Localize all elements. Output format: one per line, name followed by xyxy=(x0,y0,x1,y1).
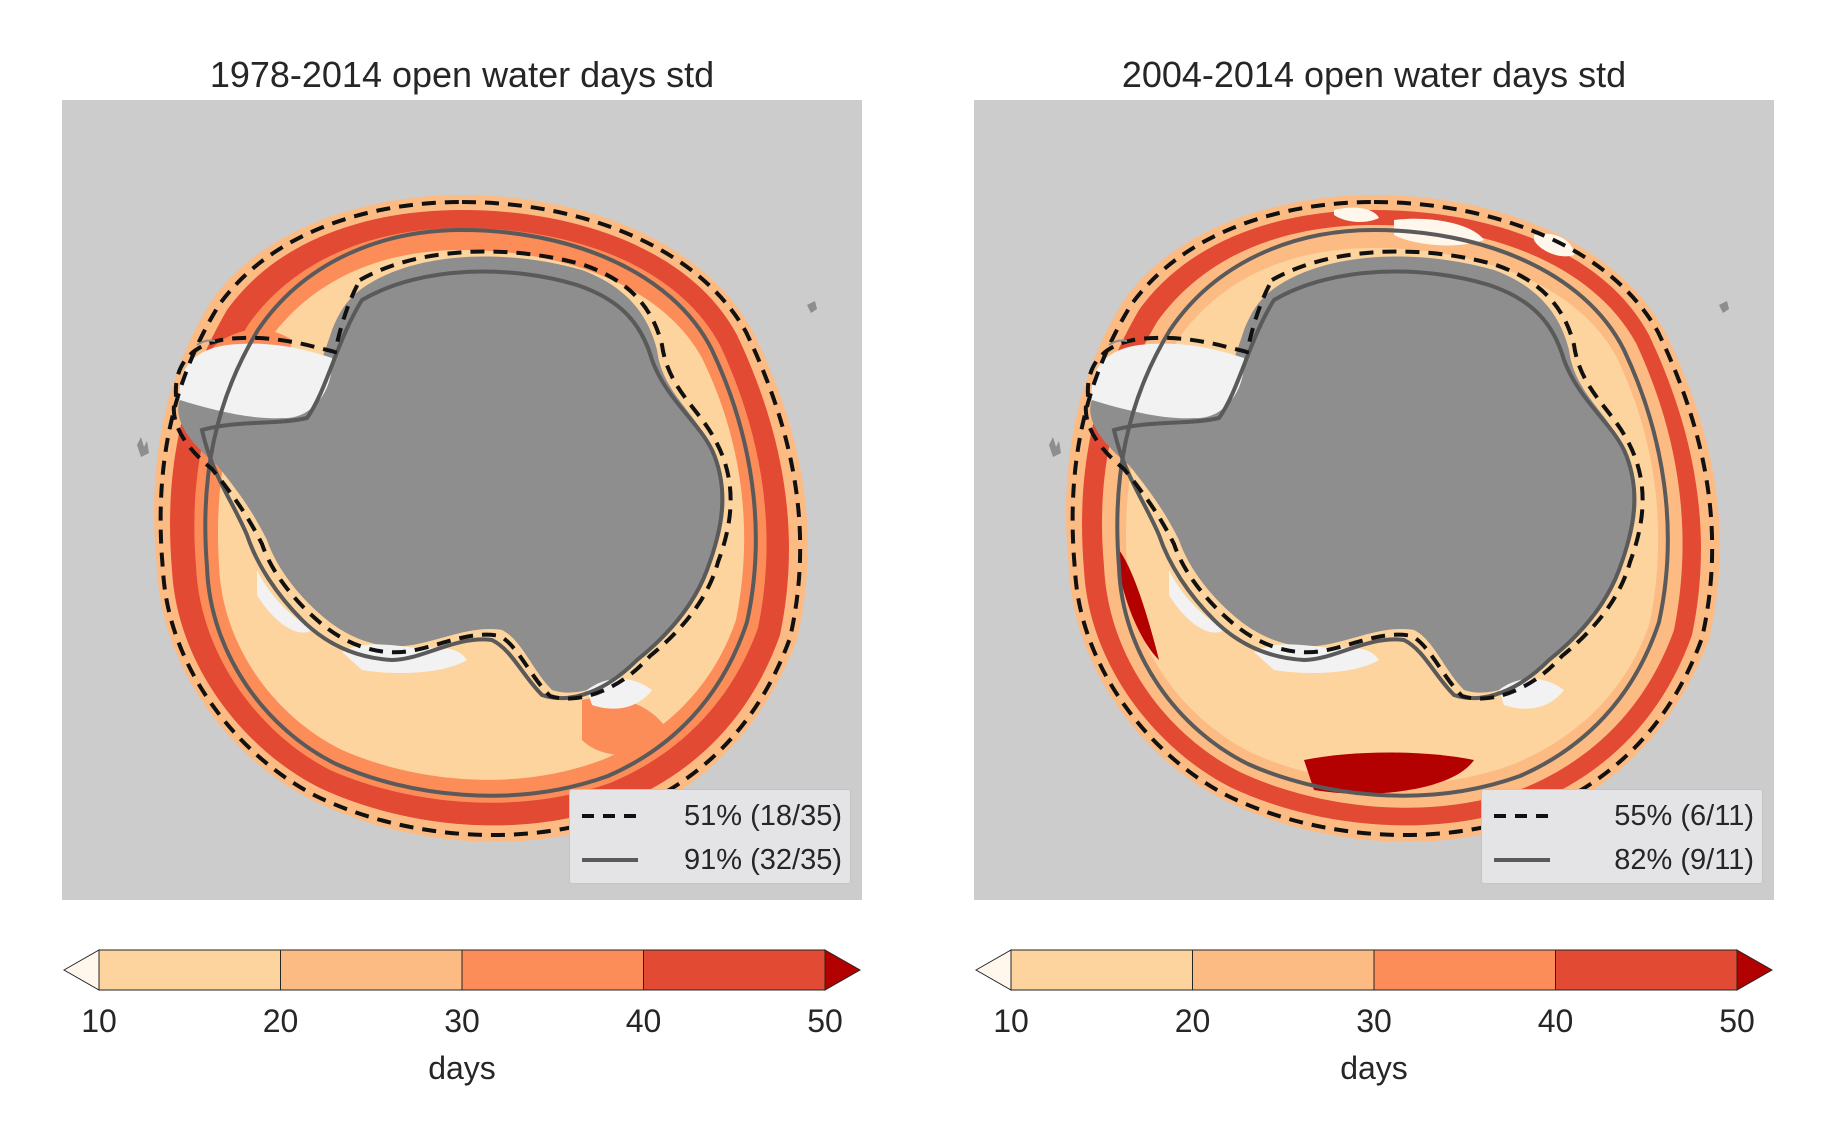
std-patch xyxy=(582,697,672,755)
colorbar xyxy=(974,949,1774,991)
colorbar-bin xyxy=(98,949,281,991)
contour-82pct-inner xyxy=(1111,269,1637,701)
colorbar-over-arrow xyxy=(824,949,862,991)
legend-label: 91% (32/35) xyxy=(684,844,842,876)
colorbar-tick: 40 xyxy=(1537,1003,1574,1039)
island xyxy=(1719,301,1729,313)
colorbar-tick: 50 xyxy=(807,1003,843,1039)
colorbar-under-arrow xyxy=(974,949,1012,991)
legend-entry: 51% (18/35) xyxy=(580,798,842,834)
legend-dashed-line xyxy=(582,814,638,818)
map-legend: 55% (6/11) 82% (9/11) xyxy=(1481,789,1763,884)
legend-solid-line xyxy=(1494,858,1550,862)
island xyxy=(1108,339,1128,346)
colorbar-label: days xyxy=(428,1050,496,1086)
island xyxy=(196,339,216,346)
legend-entry: 55% (6/11) xyxy=(1492,798,1754,834)
colorbar-tick: 20 xyxy=(262,1003,299,1039)
colorbar-over-arrow xyxy=(1736,949,1774,991)
legend-entry: 91% (32/35) xyxy=(580,842,842,878)
std-patch xyxy=(1119,550,1159,660)
island xyxy=(137,437,149,457)
ice-shelf-ross xyxy=(179,343,333,419)
antarctica-continent xyxy=(178,256,725,693)
colorbar-tick: 10 xyxy=(993,1003,1029,1039)
panel-title: 2004-2014 open water days std xyxy=(1121,54,1627,95)
panel-2004-2014: 2004-2014 open water days std xyxy=(974,0,1774,1143)
colorbar-bin xyxy=(1010,949,1193,991)
legend-label: 55% (6/11) xyxy=(1614,800,1754,832)
colorbar-under-arrow xyxy=(62,949,100,991)
panel-1978-2014: 1978-2014 open water days std xyxy=(62,0,862,1143)
colorbar-bin xyxy=(1373,949,1556,991)
antarctica-continent xyxy=(1090,256,1637,693)
colorbar-bin xyxy=(280,949,463,991)
colorbar-tick: 50 xyxy=(1719,1003,1755,1039)
map-legend: 51% (18/35) 91% (32/35) xyxy=(569,789,851,884)
colorbar-tick: 10 xyxy=(81,1003,117,1039)
island xyxy=(1049,437,1061,457)
colorbar-tick: 20 xyxy=(1174,1003,1211,1039)
contour-55pct-inner xyxy=(1083,249,1645,701)
std-patch xyxy=(1304,752,1474,794)
contour-55pct xyxy=(1070,199,1715,838)
panel-title: 1978-2014 open water days std xyxy=(209,54,715,95)
legend-label: 82% (9/11) xyxy=(1614,844,1754,876)
legend-dashed-line xyxy=(1494,814,1550,818)
contour-51pct-inner xyxy=(171,249,733,701)
contour-91pct xyxy=(203,227,758,798)
island xyxy=(807,301,817,313)
map-area: 51% (18/35) 91% (32/35) xyxy=(62,100,862,900)
map-area: 55% (6/11) 82% (9/11) xyxy=(974,100,1774,900)
ice-shelf-ross xyxy=(1091,343,1245,419)
contour-82pct xyxy=(1115,227,1670,798)
colorbar-tick: 30 xyxy=(1356,1003,1392,1039)
std-patch xyxy=(1534,233,1574,257)
contour-51pct xyxy=(158,199,803,838)
std-patch xyxy=(1334,207,1379,222)
colorbar-bin xyxy=(461,949,644,991)
legend-entry: 82% (9/11) xyxy=(1492,842,1754,878)
colorbar-tick: 30 xyxy=(444,1003,480,1039)
colorbar-bin xyxy=(1192,949,1375,991)
colorbar-label: days xyxy=(1340,1050,1408,1086)
legend-solid-line xyxy=(582,858,638,862)
legend-label: 51% (18/35) xyxy=(684,800,842,832)
colorbar-bin xyxy=(1555,949,1738,991)
contour-91pct-inner xyxy=(199,269,725,701)
colorbar xyxy=(62,949,862,991)
colorbar-bin xyxy=(643,949,826,991)
colorbar-tick: 40 xyxy=(625,1003,662,1039)
